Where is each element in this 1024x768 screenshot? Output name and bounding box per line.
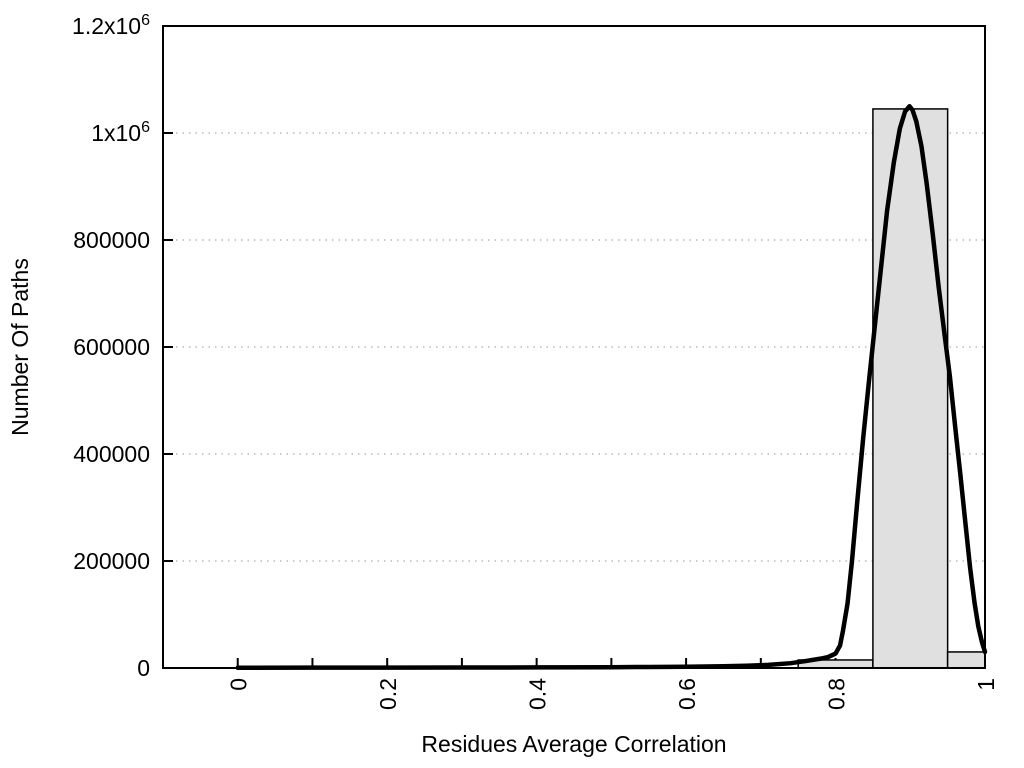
chart-layers: 0 200000 400000 600000 800000 1x106 1.2x106 0 0.… [72,12,999,710]
y-tick-label: 1.2x106 [72,12,150,39]
histogram-bar [946,651,986,669]
x-axis-title: Residues Average Correlation [421,731,726,757]
x-tick-label: 0.8 [824,678,850,710]
x-tick-label: 1 [973,678,999,691]
y-tick-label: 1x106 [91,119,150,146]
y-tick-label: 600000 [73,334,150,360]
histogram-bar [872,108,949,669]
x-tick-label: 0.2 [375,678,401,710]
x-tick-label: 0 [226,678,252,691]
fit-curve [235,104,988,670]
x-tick-label: 0.4 [525,678,551,710]
y-axis-title: Number Of Paths [7,258,33,436]
y-tick-label: 200000 [73,548,150,574]
y-tick-label: 0 [137,655,150,681]
x-tick-label: 0.6 [674,678,700,710]
y-tick-label: 400000 [73,441,150,467]
y-tick-label: 800000 [73,227,150,253]
